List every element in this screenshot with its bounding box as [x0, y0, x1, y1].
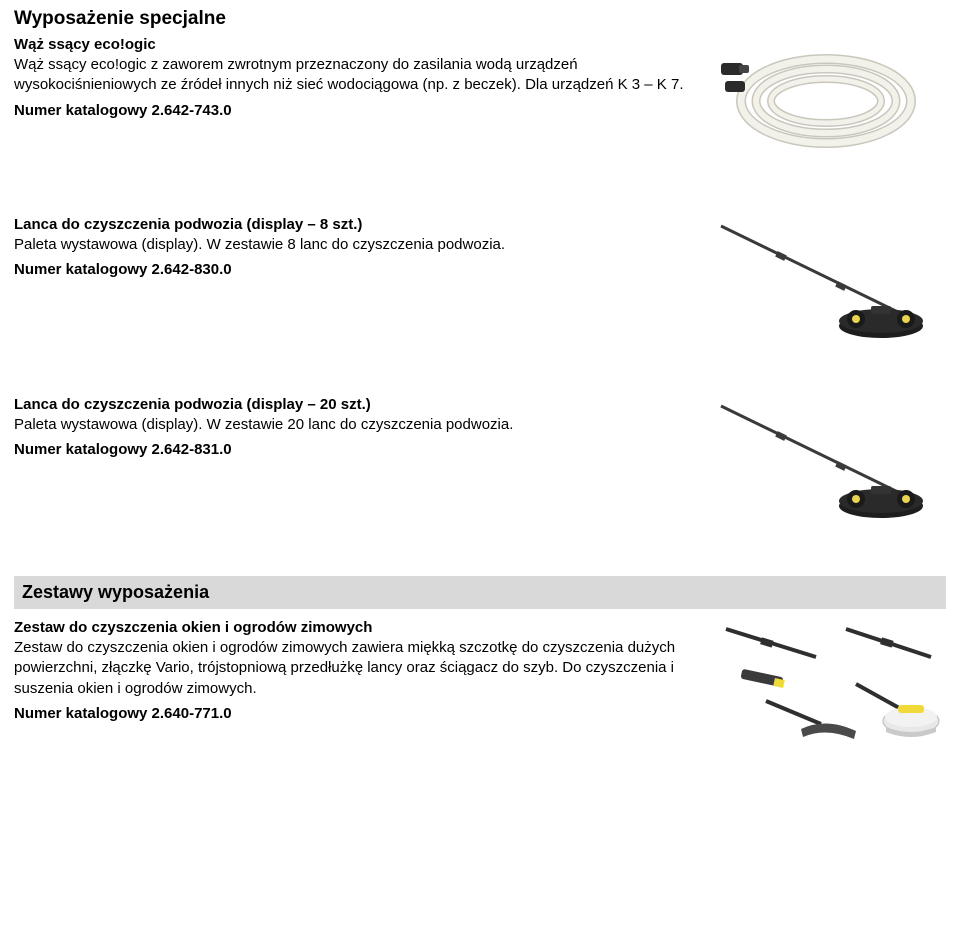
section-heading: Wyposażenie specjalne [14, 8, 946, 30]
catalog-value: 2.640-771.0 [152, 705, 232, 722]
product-block: Wąż ssący eco!ogic Wąż ssący eco!ogic z … [14, 36, 946, 166]
product-block: Lanca do czyszczenia podwozia (display –… [14, 216, 946, 346]
product-image-hose [706, 36, 946, 166]
product-text: Lanca do czyszczenia podwozia (display –… [14, 396, 706, 458]
product-title: Wąż ssący eco!ogic [14, 36, 686, 53]
category-bar: Zestawy wyposażenia [14, 576, 946, 609]
catalog-value: 2.642-743.0 [152, 102, 232, 119]
product-image-lance [706, 216, 946, 346]
catalog-number: Numer katalogowy 2.642-830.0 [14, 261, 686, 278]
product-block: Lanca do czyszczenia podwozia (display –… [14, 396, 946, 526]
product-description: Paleta wystawowa (display). W zestawie 8… [14, 235, 686, 255]
product-title: Zestaw do czyszczenia okien i ogrodów zi… [14, 619, 686, 636]
catalog-label: Numer katalogowy [14, 102, 147, 119]
product-title: Lanca do czyszczenia podwozia (display –… [14, 216, 686, 233]
product-description: Wąż ssący eco!ogic z zaworem zwrotnym pr… [14, 55, 686, 96]
category-label: Zestawy wyposażenia [22, 582, 209, 602]
product-text: Wąż ssący eco!ogic Wąż ssący eco!ogic z … [14, 36, 706, 119]
product-image-lance [706, 396, 946, 526]
product-block: Zestaw do czyszczenia okien i ogrodów zi… [14, 619, 946, 749]
catalog-number: Numer katalogowy 2.640-771.0 [14, 705, 686, 722]
catalog-label: Numer katalogowy [14, 441, 147, 458]
product-text: Lanca do czyszczenia podwozia (display –… [14, 216, 706, 278]
catalog-number: Numer katalogowy 2.642-831.0 [14, 441, 686, 458]
catalog-label: Numer katalogowy [14, 261, 147, 278]
catalog-value: 2.642-831.0 [152, 441, 232, 458]
product-description: Paleta wystawowa (display). W zestawie 2… [14, 415, 686, 435]
product-description: Zestaw do czyszczenia okien i ogrodów zi… [14, 638, 686, 699]
product-text: Zestaw do czyszczenia okien i ogrodów zi… [14, 619, 706, 722]
catalog-value: 2.642-830.0 [152, 261, 232, 278]
catalog-label: Numer katalogowy [14, 705, 147, 722]
product-title: Lanca do czyszczenia podwozia (display –… [14, 396, 686, 413]
catalog-number: Numer katalogowy 2.642-743.0 [14, 102, 686, 119]
product-image-kit [706, 619, 946, 749]
